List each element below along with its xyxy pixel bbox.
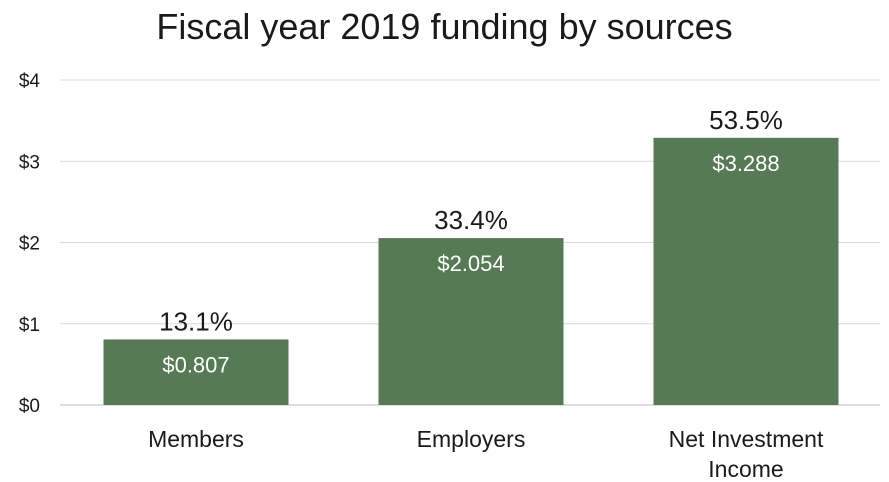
x-axis-ticks: Members Employers Net Investment Income bbox=[148, 426, 824, 482]
bar bbox=[653, 137, 839, 405]
x-tick-label: Net Investment bbox=[669, 426, 824, 452]
x-tick-label: Income bbox=[708, 456, 783, 482]
y-tick-label: $4 bbox=[19, 71, 41, 92]
y-tick-label: $0 bbox=[19, 396, 40, 417]
bar bbox=[103, 339, 289, 405]
percent-label: 33.4% bbox=[434, 205, 508, 235]
percent-label: 53.5% bbox=[709, 105, 783, 135]
bar bbox=[378, 238, 564, 405]
x-tick-label: Members bbox=[148, 426, 244, 452]
value-label: $0.807 bbox=[162, 352, 229, 377]
value-label: $2.054 bbox=[437, 251, 504, 276]
x-tick-label: Employers bbox=[417, 426, 526, 452]
y-tick-label: $3 bbox=[19, 152, 40, 173]
y-axis-ticks: $0 $1 $2 $3 $4 bbox=[19, 71, 41, 417]
y-tick-label: $1 bbox=[19, 315, 40, 336]
y-tick-label: $2 bbox=[19, 234, 40, 255]
value-label: $3.288 bbox=[712, 151, 779, 176]
bars bbox=[103, 137, 839, 405]
bar-labels: 13.1% $0.807 33.4% $2.054 53.5% $3.288 bbox=[159, 105, 783, 378]
percent-label: 13.1% bbox=[159, 306, 233, 336]
chart-title: Fiscal year 2019 funding by sources bbox=[156, 6, 733, 47]
